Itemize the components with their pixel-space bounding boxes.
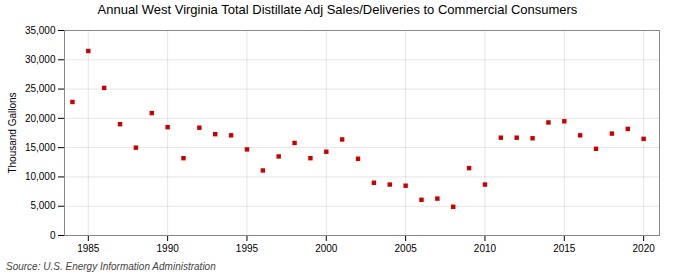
html-text:Annual West Virginia Total Dis: Annual West Virginia Total Distillate Ad…: [97, 2, 578, 17]
svg-text:2005: 2005: [395, 243, 418, 254]
svg-text:2015: 2015: [553, 243, 576, 254]
svg-text:1990: 1990: [157, 243, 180, 254]
svg-text:1995: 1995: [236, 243, 259, 254]
svg-text:35,000: 35,000: [25, 25, 56, 36]
svg-text:10,000: 10,000: [25, 171, 56, 182]
svg-text:20,000: 20,000: [25, 113, 56, 124]
svg-text:30,000: 30,000: [25, 54, 56, 65]
svg-text:25,000: 25,000: [25, 83, 56, 94]
svg-text:1985: 1985: [77, 243, 100, 254]
svg-text:2000: 2000: [315, 243, 338, 254]
svg-text:2020: 2020: [633, 243, 656, 254]
svg-text:5,000: 5,000: [30, 200, 55, 211]
html-text:Source: U.S. Energy Informatio: Source: U.S. Energy Information Administ…: [6, 261, 216, 272]
svg-text:15,000: 15,000: [25, 142, 56, 153]
svg-text:2010: 2010: [474, 243, 497, 254]
svg-text:Thousand Gallons: Thousand Gallons: [7, 92, 18, 173]
svg-text:0: 0: [50, 230, 56, 241]
